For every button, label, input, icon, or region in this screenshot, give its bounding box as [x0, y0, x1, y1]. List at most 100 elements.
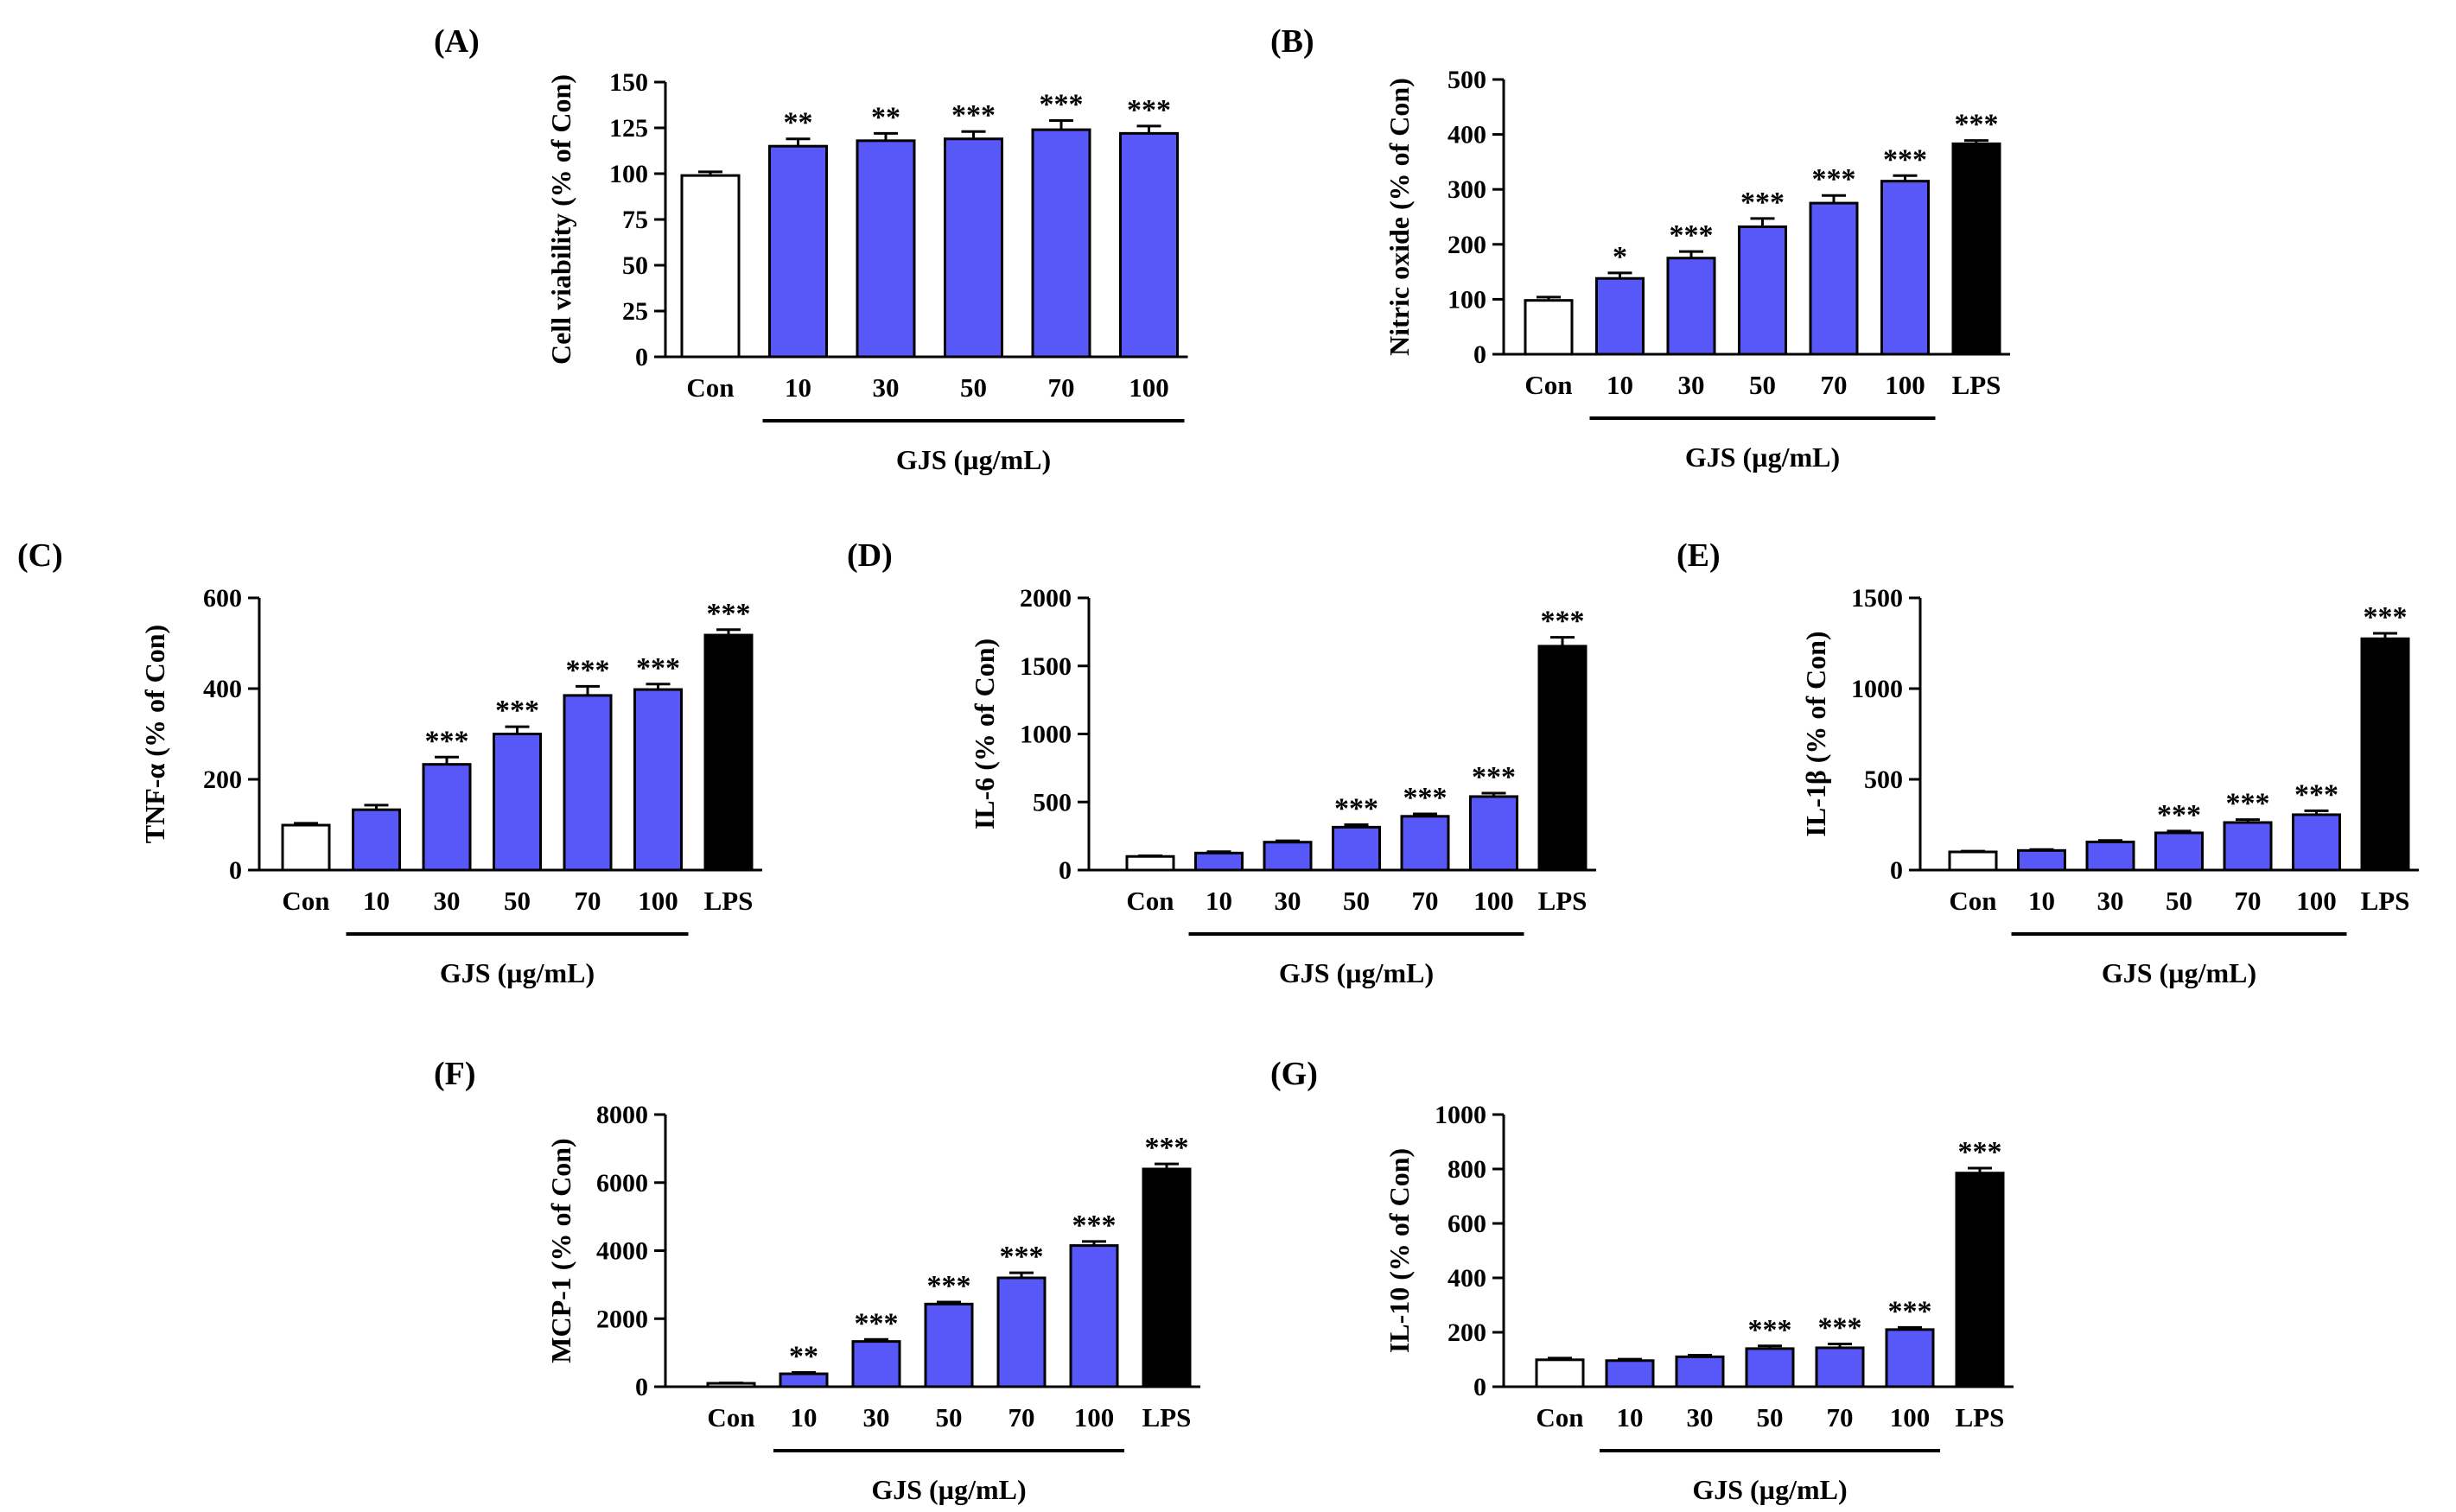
x-tick-label: 10	[1607, 370, 1633, 400]
bar-10	[1595, 276, 1645, 356]
y-tick-label: 1000	[1020, 721, 1072, 749]
y-tick-label: 1500	[1020, 652, 1072, 681]
bar-50	[944, 137, 1003, 359]
x-tick-label: 70	[1008, 1402, 1035, 1433]
bar-70	[1031, 128, 1091, 359]
y-tick-label: 400	[1448, 121, 1486, 149]
significance-marker: ***	[425, 725, 469, 757]
x-tick-label: 10	[791, 1402, 818, 1433]
bar-30	[1666, 257, 1716, 356]
y-tick-label: 150	[609, 68, 648, 97]
y-tick-label: 2000	[596, 1305, 648, 1333]
significance-marker: ***	[1888, 1295, 1932, 1327]
panel-label: (C)	[17, 537, 63, 574]
y-tick-label: 300	[1448, 175, 1486, 204]
x-tick-label: LPS	[1956, 1402, 2005, 1433]
y-tick-label: 500	[1033, 788, 1072, 816]
x-tick-label: 50	[2166, 886, 2192, 916]
y-tick-label: 1000	[1851, 675, 1903, 703]
significance-marker: ***	[1403, 782, 1448, 814]
x-tick-label: 30	[1687, 1402, 1714, 1433]
y-axis-title: MCP-1 (% of Con)	[545, 1138, 576, 1363]
group-label: GJS (µg/mL)	[1279, 957, 1434, 988]
significance-marker: ***	[636, 652, 680, 684]
bar-con	[680, 174, 741, 359]
y-tick-label: 2000	[1020, 584, 1072, 613]
bar-con	[1948, 850, 1998, 872]
bar-50	[493, 733, 542, 872]
significance-marker: ***	[1812, 163, 1856, 195]
y-axis-title: Nitric oxide (% of Con)	[1384, 78, 1415, 356]
x-tick-label: 30	[1678, 370, 1705, 400]
x-tick-label: LPS	[1538, 886, 1587, 916]
bar-30	[851, 1340, 901, 1388]
bar-70	[1815, 1346, 1865, 1388]
bar-10	[352, 808, 401, 872]
y-tick-label: 200	[1448, 231, 1486, 259]
significance-marker: ***	[1334, 793, 1378, 825]
y-tick-label: 600	[1448, 1210, 1486, 1238]
bar-10	[768, 144, 828, 359]
group-label: GJS (µg/mL)	[1685, 442, 1840, 473]
bar-30	[422, 763, 472, 872]
significance-marker: ***	[566, 654, 610, 686]
group-label: GJS (µg/mL)	[2102, 957, 2256, 988]
y-tick-label: 800	[1448, 1155, 1486, 1184]
bar-70	[996, 1276, 1047, 1388]
significance-marker: ***	[1670, 219, 1714, 251]
significance-marker: ***	[927, 1270, 971, 1302]
bar-100	[1069, 1244, 1119, 1388]
y-tick-label: 125	[609, 114, 648, 143]
significance-marker: **	[784, 107, 813, 139]
bar-70	[563, 694, 613, 872]
x-tick-label: 30	[434, 886, 461, 916]
chart-panel-f: (F) 0 2000 4000 6000 8000 MCP-1 (% of Con) Con 1…	[434, 1056, 1200, 1505]
bar-con	[1535, 1358, 1585, 1388]
bar-70	[1400, 815, 1450, 872]
x-tick-label: 50	[936, 1402, 963, 1433]
x-tick-label: 30	[2097, 886, 2124, 916]
y-tick-label: 6000	[596, 1169, 648, 1198]
y-tick-label: 400	[203, 675, 242, 703]
y-tick-label: 0	[229, 856, 242, 885]
y-axis-title: IL-10 (% of Con)	[1384, 1148, 1415, 1353]
x-tick-label: 100	[1473, 886, 1514, 916]
significance-marker: *	[1613, 241, 1627, 273]
panel-label: (G)	[1270, 1056, 1318, 1092]
y-tick-label: 100	[1448, 285, 1486, 314]
x-tick-label: Con	[1126, 886, 1174, 916]
significance-marker: ***	[2294, 778, 2338, 810]
x-tick-label: 50	[504, 886, 531, 916]
bar-30	[2085, 840, 2135, 872]
x-tick-label: 70	[1048, 372, 1075, 403]
x-tick-label: Con	[1536, 1402, 1583, 1433]
x-tick-label: LPS	[1952, 370, 2001, 400]
y-axis-title: IL-6 (% of Con)	[969, 638, 1000, 829]
y-tick-label: 0	[1473, 1373, 1486, 1401]
significance-marker: ***	[1818, 1312, 1862, 1344]
group-label: GJS (µg/mL)	[896, 444, 1051, 475]
bar-lps	[1142, 1167, 1192, 1388]
significance-marker: ***	[1958, 1136, 2002, 1168]
bar-100	[1119, 131, 1179, 359]
group-label: GJS (µg/mL)	[440, 957, 595, 988]
x-tick-label: 30	[873, 372, 900, 403]
y-tick-label: 500	[1864, 766, 1903, 794]
x-tick-label: 50	[1343, 886, 1370, 916]
bar-lps	[1955, 1172, 2005, 1388]
significance-marker: ***	[2157, 799, 2201, 831]
chart-panel-c: (C) 0 200 400 600 TNF-α (% of Con) Con 10 30 *** 5…	[17, 537, 762, 988]
x-tick-label: Con	[707, 1402, 754, 1433]
y-tick-label: 0	[1059, 856, 1072, 885]
chart-panel-g: (G) 0 200 400 600 800 1000 IL-10 (% of Con) Con 1…	[1270, 1056, 2014, 1505]
significance-marker: ***	[1748, 1314, 1792, 1346]
panel-label: (E)	[1677, 537, 1721, 574]
y-tick-label: 0	[635, 1373, 648, 1401]
x-tick-label: Con	[686, 372, 734, 403]
bar-lps	[1951, 142, 2001, 356]
chart-panel-a: (A) 0 25 50 75 100 125 150 Cell viability (% of …	[434, 23, 1188, 475]
panel-label: (A)	[434, 23, 480, 60]
x-tick-label: 100	[1129, 372, 1169, 403]
bar-30	[1263, 841, 1313, 872]
